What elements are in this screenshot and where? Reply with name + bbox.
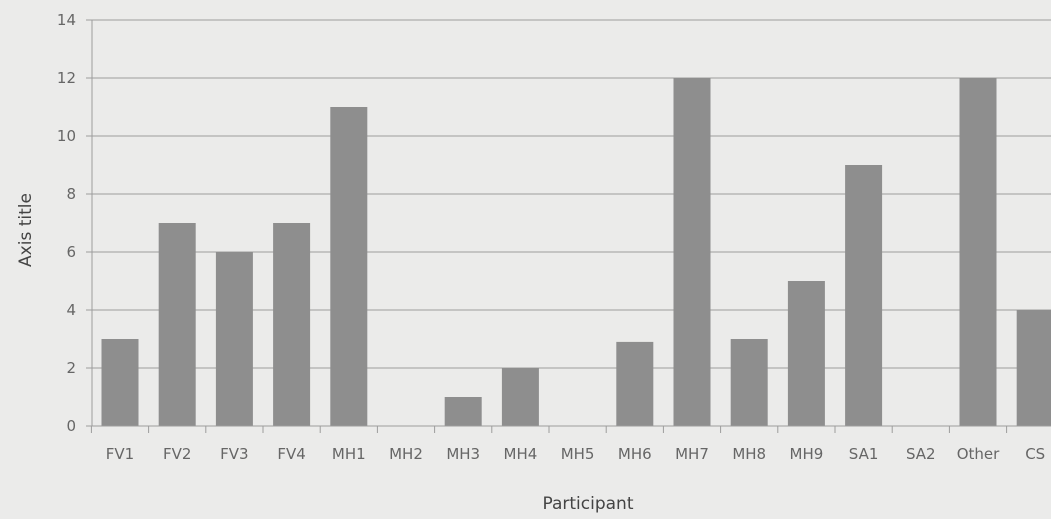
x-tick-label: MH2 xyxy=(389,445,423,463)
x-tick-label: SA2 xyxy=(906,445,936,463)
x-tick-label: FV2 xyxy=(163,445,191,463)
bar-fv4 xyxy=(273,223,311,426)
x-axis-title: Participant xyxy=(542,494,633,514)
x-tick-label: MH6 xyxy=(618,445,652,463)
x-tick-label: MH7 xyxy=(675,445,709,463)
x-tick-label: FV3 xyxy=(220,445,248,463)
bar-mh9 xyxy=(787,281,825,426)
y-tick-label: 2 xyxy=(66,359,76,377)
y-tick-label: 10 xyxy=(57,127,76,145)
x-tick-label: FV1 xyxy=(106,445,134,463)
y-tick-label: 8 xyxy=(66,185,76,203)
x-tick-label: MH8 xyxy=(732,445,766,463)
bar-cs xyxy=(1016,310,1051,426)
bar-mh7 xyxy=(673,78,711,426)
x-axis-ticks: FV1 FV2 FV3 FV4 MH1 MH2 MH3 MH4 MH5 MH6 MH7 MH8 MH9 S… xyxy=(90,426,1045,463)
x-tick-label: MH3 xyxy=(446,445,480,463)
bar-mh4 xyxy=(501,368,539,426)
y-tick-label: 0 xyxy=(66,417,76,435)
bar-mh3 xyxy=(444,397,482,426)
bar-fv3 xyxy=(215,252,253,426)
y-axis-ticks: 0 2 4 6 8 10 12 14 xyxy=(57,11,92,435)
x-tick-label: FV4 xyxy=(277,445,305,463)
bar-fv2 xyxy=(158,223,196,426)
y-tick-label: 14 xyxy=(57,11,76,29)
bar-fv1 xyxy=(101,339,139,426)
bar-mh8 xyxy=(730,339,768,426)
x-tick-label: SA1 xyxy=(849,445,879,463)
y-tick-label: 4 xyxy=(66,301,76,319)
y-tick-label: 12 xyxy=(57,69,76,87)
y-tick-label: 6 xyxy=(66,243,76,261)
bar-mh1 xyxy=(330,107,368,426)
bar-other xyxy=(959,78,997,426)
x-tick-label: CS xyxy=(1025,445,1045,463)
y-axis-title: Axis title xyxy=(16,193,36,267)
x-tick-label: MH1 xyxy=(332,445,366,463)
x-tick-label: MH9 xyxy=(790,445,824,463)
x-tick-label: MH4 xyxy=(504,445,538,463)
x-tick-label: MH5 xyxy=(561,445,595,463)
x-tick-label: Other xyxy=(957,445,1000,463)
bar-mh6 xyxy=(616,341,654,426)
bar-sa1 xyxy=(845,165,883,426)
bars xyxy=(101,78,1051,426)
